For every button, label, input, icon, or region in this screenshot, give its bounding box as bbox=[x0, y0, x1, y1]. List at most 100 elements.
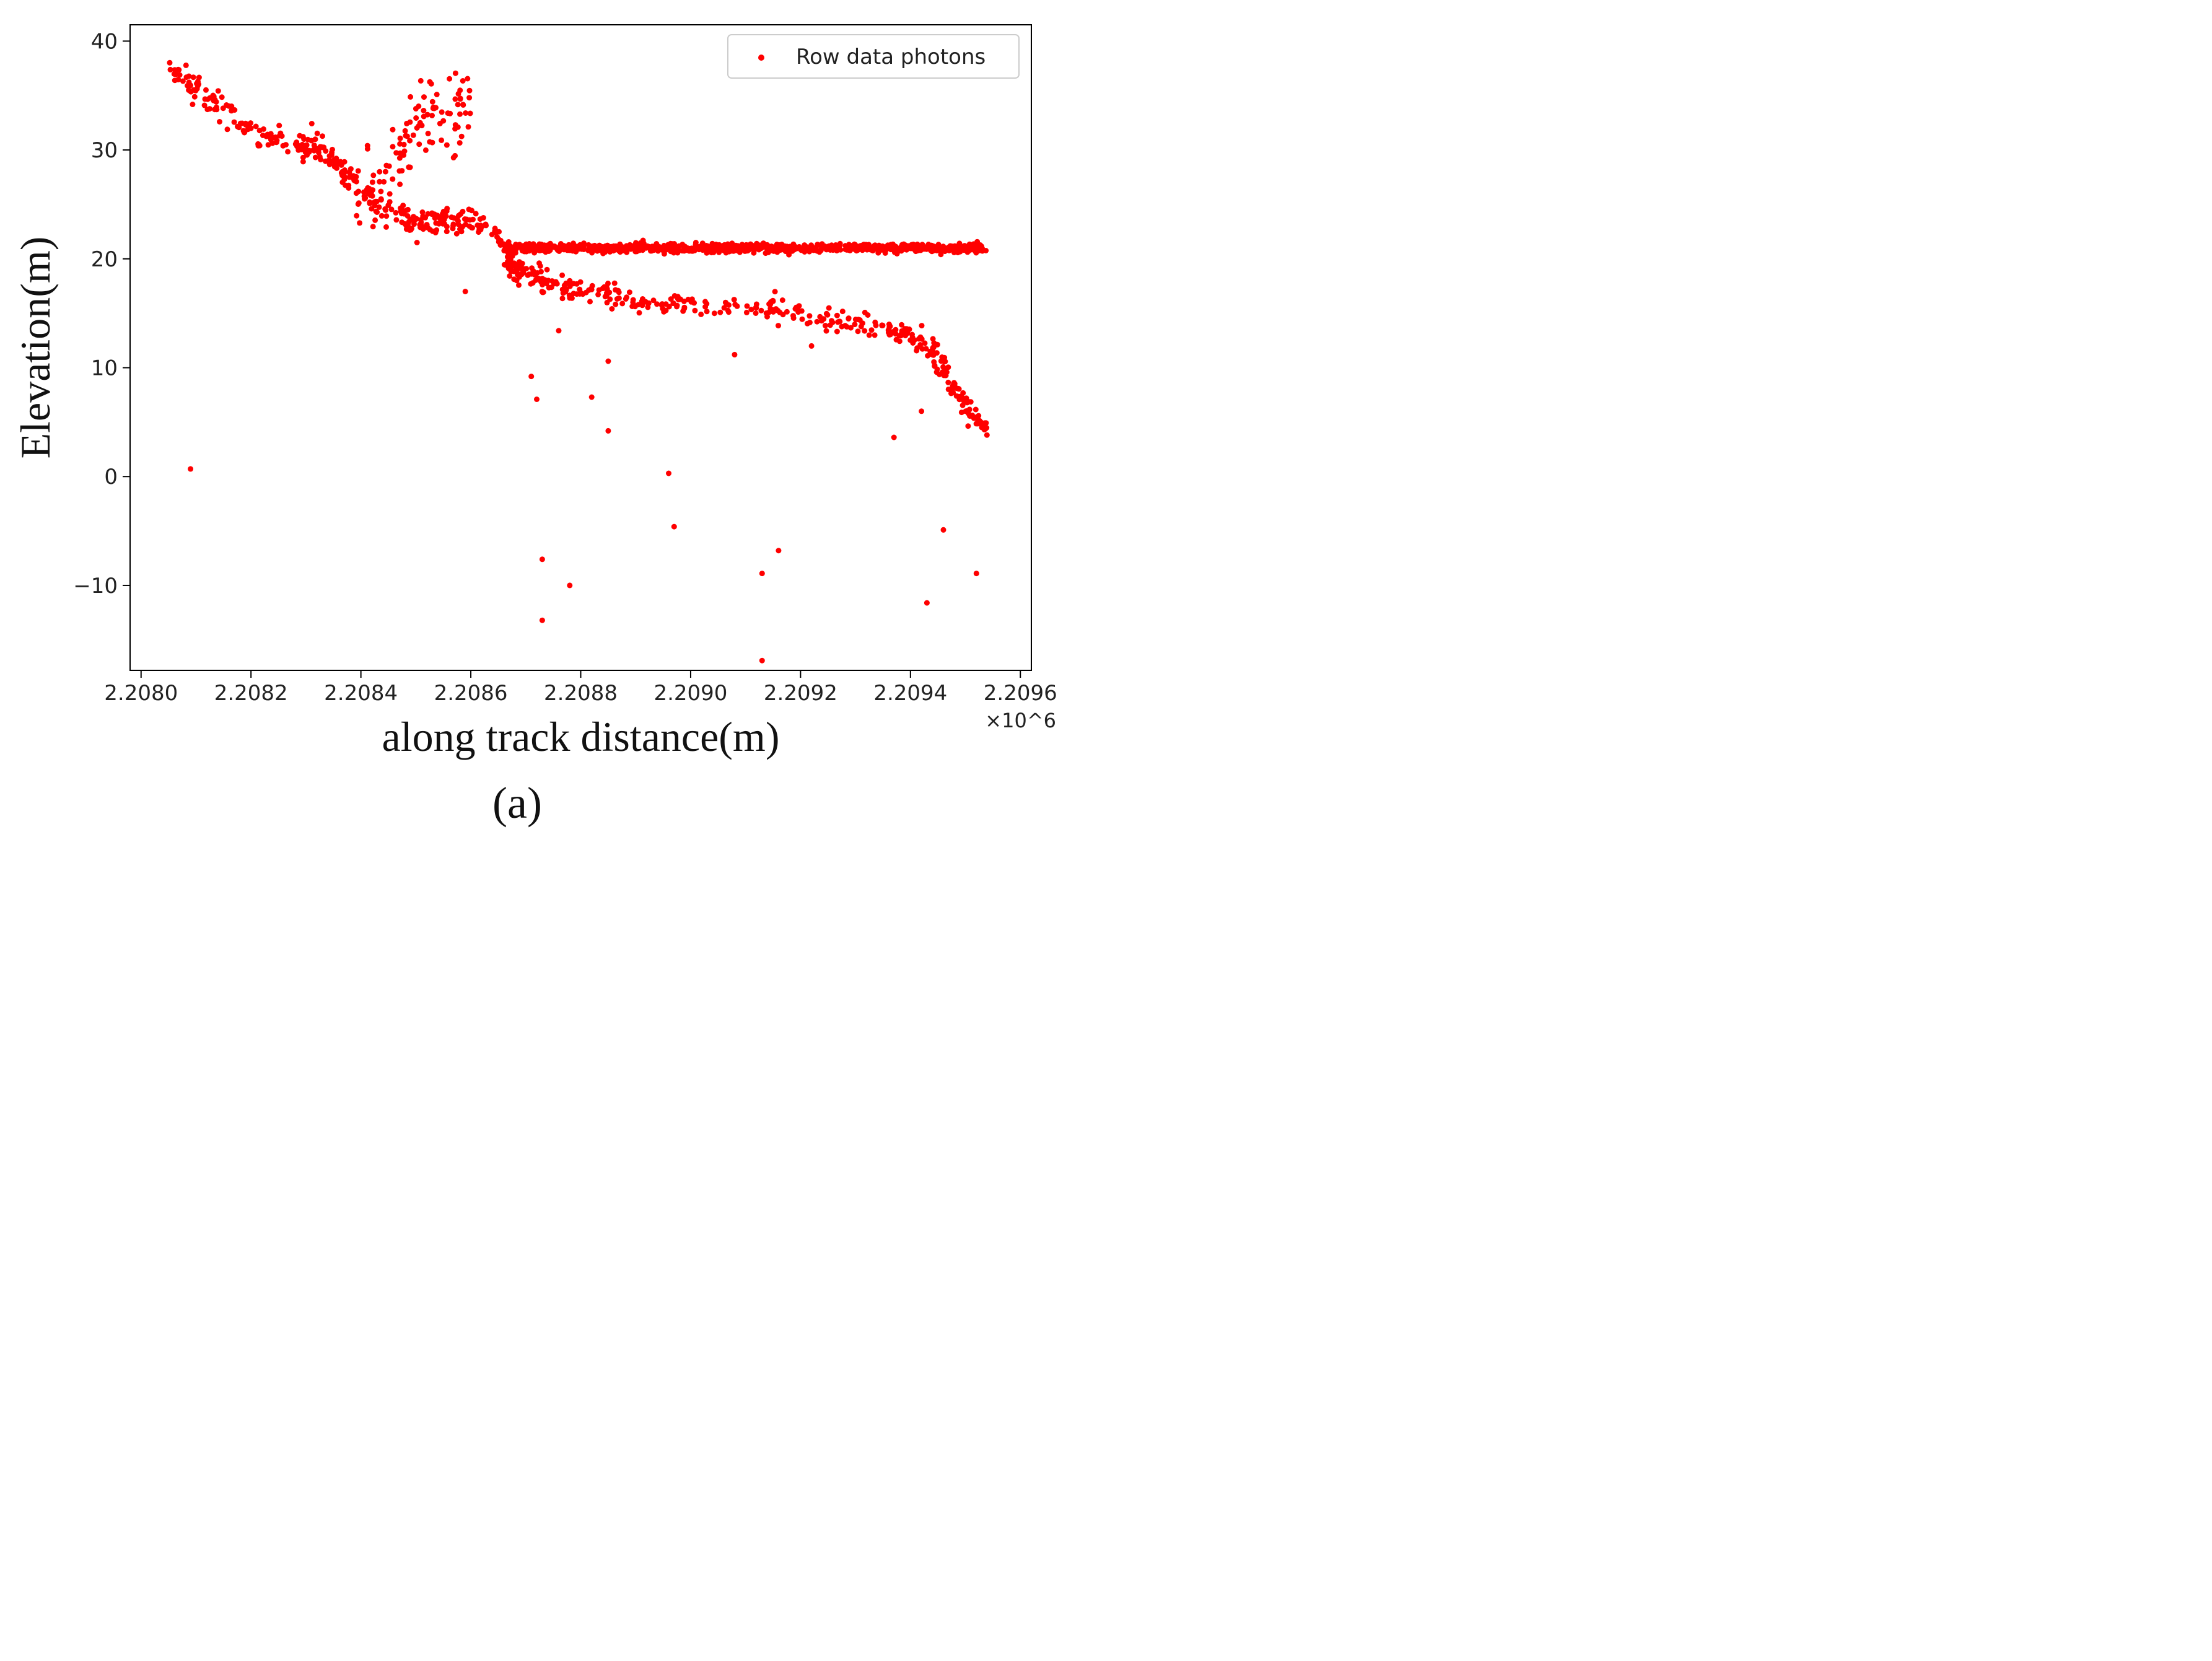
photon-point bbox=[2009, 387, 2014, 392]
photon-point bbox=[1384, 71, 1390, 77]
photon-point bbox=[1372, 84, 1378, 89]
photon-point bbox=[1541, 154, 1546, 160]
photon-point bbox=[374, 1282, 379, 1287]
photon-point bbox=[217, 933, 223, 939]
photon-point bbox=[836, 1004, 841, 1010]
photon-point bbox=[615, 288, 621, 294]
photon-point bbox=[225, 126, 230, 132]
photon-point bbox=[2042, 180, 2048, 186]
photon-point bbox=[1925, 174, 1930, 180]
photon-point bbox=[839, 1460, 844, 1466]
photon-point bbox=[340, 1440, 346, 1446]
photon-point bbox=[1945, 365, 1951, 370]
photon-point bbox=[260, 1050, 265, 1055]
photon-point bbox=[647, 1107, 653, 1113]
photon-point bbox=[895, 1244, 901, 1250]
photon-point bbox=[1904, 341, 1910, 347]
photon-point bbox=[211, 1213, 216, 1219]
photon-point bbox=[1394, 56, 1400, 61]
photon-point bbox=[2085, 178, 2091, 184]
photon-point bbox=[2147, 178, 2153, 184]
photon-point bbox=[242, 130, 247, 136]
photon-point bbox=[372, 1173, 378, 1179]
photon-point bbox=[2037, 177, 2043, 182]
photon-point bbox=[1639, 177, 1645, 183]
photon-point bbox=[1438, 71, 1443, 76]
photon-point bbox=[629, 1120, 634, 1125]
photon-point bbox=[297, 1377, 303, 1382]
photon-point bbox=[734, 1354, 740, 1359]
photon-point bbox=[1673, 183, 1679, 188]
photon-point bbox=[2131, 181, 2137, 186]
photon-point bbox=[674, 304, 680, 309]
photon-point bbox=[670, 1414, 676, 1419]
photon-point bbox=[622, 1346, 627, 1352]
photon-point bbox=[2087, 181, 2093, 186]
photon-point bbox=[393, 1122, 398, 1128]
photon-point bbox=[499, 1417, 504, 1422]
photon-point bbox=[540, 618, 545, 623]
photon-point bbox=[931, 888, 937, 894]
photon-point bbox=[627, 289, 632, 295]
photon-point bbox=[632, 1120, 637, 1126]
photon-point bbox=[1804, 180, 1810, 185]
photon-point bbox=[1994, 175, 2000, 180]
photon-point bbox=[1604, 175, 1609, 180]
photon-point bbox=[317, 1121, 323, 1126]
photon-point bbox=[516, 283, 522, 288]
photon-point bbox=[575, 1035, 581, 1040]
x-tick-label: 2.2150 bbox=[1993, 681, 2066, 706]
photon-point bbox=[1662, 177, 1668, 182]
photon-point bbox=[416, 1123, 422, 1129]
photon-point bbox=[1319, 85, 1325, 90]
photon-point bbox=[306, 1123, 312, 1129]
photon-point bbox=[1957, 380, 1963, 385]
photon-point bbox=[1850, 371, 1856, 377]
photon-point bbox=[259, 1043, 264, 1049]
photon-point bbox=[180, 1432, 186, 1437]
photon-point bbox=[1776, 359, 1781, 365]
photon-point bbox=[1919, 340, 1925, 346]
photon-point bbox=[870, 248, 876, 253]
photon-point bbox=[1705, 183, 1710, 188]
photon-point bbox=[1705, 265, 1710, 271]
photon-point bbox=[507, 273, 512, 279]
photon-point bbox=[1531, 118, 1536, 124]
photon-point bbox=[764, 905, 770, 911]
photon-point bbox=[1944, 368, 1949, 374]
photon-point bbox=[1509, 99, 1515, 104]
photon-point bbox=[169, 1137, 175, 1142]
photon-point bbox=[269, 1124, 275, 1130]
photon-point bbox=[670, 248, 676, 254]
photon-point bbox=[312, 1118, 317, 1124]
photon-point bbox=[2050, 179, 2055, 185]
photon-point bbox=[1625, 177, 1630, 182]
photon-point bbox=[375, 1310, 381, 1315]
photon-point bbox=[475, 1240, 481, 1246]
photon-point bbox=[701, 916, 706, 922]
photon-point bbox=[550, 967, 556, 973]
photon-point bbox=[1643, 212, 1649, 217]
photon-point bbox=[356, 201, 361, 207]
photon-point bbox=[384, 1128, 390, 1133]
photon-point bbox=[609, 306, 614, 312]
photon-point bbox=[176, 1006, 181, 1011]
photon-point bbox=[2086, 182, 2092, 187]
photon-point bbox=[617, 1388, 623, 1394]
photon-point bbox=[400, 1115, 405, 1120]
photon-point bbox=[905, 1131, 911, 1136]
photon-point bbox=[1966, 178, 1972, 184]
photon-point bbox=[1851, 178, 1857, 184]
photon-point bbox=[515, 1170, 521, 1176]
photon-point bbox=[922, 994, 928, 999]
photon-point bbox=[640, 1396, 645, 1401]
photon-point bbox=[499, 1121, 504, 1127]
photon-point bbox=[2113, 178, 2118, 183]
photon-point bbox=[417, 1363, 423, 1369]
photon-point bbox=[924, 1243, 930, 1249]
photon-point bbox=[595, 1207, 601, 1212]
photon-point bbox=[2109, 178, 2115, 183]
photon-point bbox=[1874, 175, 1880, 181]
photon-point bbox=[553, 1137, 559, 1143]
photon-point bbox=[535, 1120, 541, 1126]
